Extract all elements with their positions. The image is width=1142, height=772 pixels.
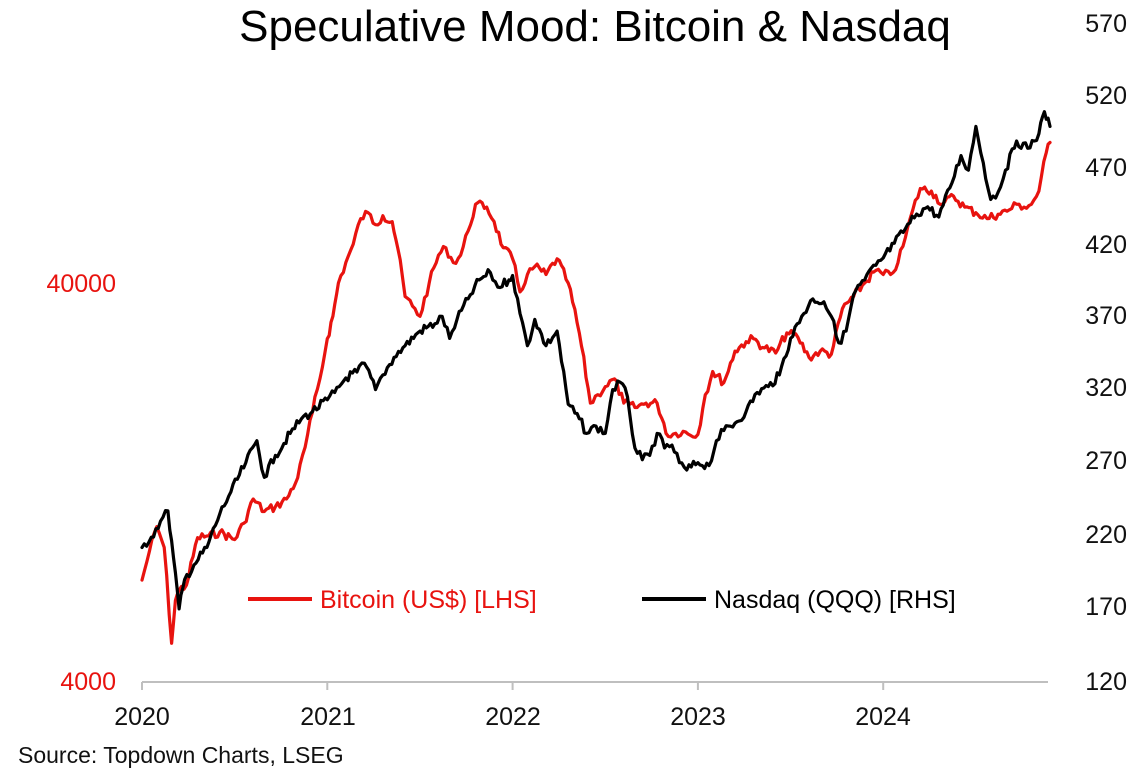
right-axis-labels: 570 520 470 420 370 320 270 220 170 120 [1085, 10, 1127, 696]
x-tick-label: 2022 [485, 703, 541, 731]
bitcoin-line [140, 140, 1052, 645]
x-tick-marks [141, 682, 885, 690]
x-tick-label: 2024 [855, 703, 911, 731]
right-tick-label: 520 [1085, 82, 1127, 110]
right-tick-label: 470 [1085, 154, 1127, 182]
right-tick-label: 270 [1085, 447, 1127, 475]
legend: Bitcoin (US$) [LHS] Nasdaq (QQQ) [RHS] [248, 586, 956, 614]
x-tick-label: 2023 [670, 703, 726, 731]
x-axis-labels: 2020 2021 2022 2023 2024 [114, 703, 911, 731]
source-note: Source: Topdown Charts, LSEG [18, 742, 344, 768]
legend-label-nasdaq: Nasdaq (QQQ) [RHS] [714, 586, 956, 614]
left-tick-label: 40000 [46, 270, 116, 298]
x-tick-label: 2020 [114, 703, 170, 731]
right-tick-label: 570 [1085, 10, 1127, 38]
right-tick-label: 370 [1085, 302, 1127, 330]
right-tick-label: 170 [1085, 593, 1127, 621]
right-tick-label: 320 [1085, 374, 1127, 402]
left-tick-label: 4000 [60, 668, 116, 696]
right-tick-label: 120 [1085, 668, 1127, 696]
nasdaq-line [140, 110, 1052, 611]
legend-label-bitcoin: Bitcoin (US$) [LHS] [320, 586, 537, 614]
chart-title: Speculative Mood: Bitcoin & Nasdaq [239, 2, 951, 51]
right-tick-label: 420 [1085, 231, 1127, 259]
right-tick-label: 220 [1085, 521, 1127, 549]
x-tick-label: 2021 [300, 703, 356, 731]
